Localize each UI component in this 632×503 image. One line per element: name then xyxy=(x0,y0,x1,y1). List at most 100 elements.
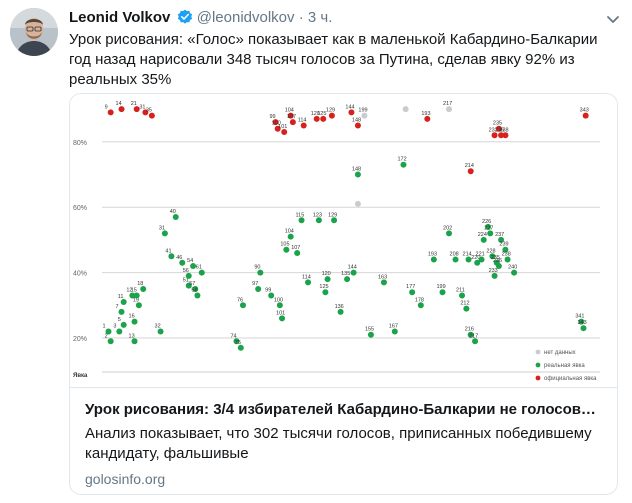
data-label: 163 xyxy=(378,274,387,280)
data-label: 236 xyxy=(495,127,504,133)
data-point xyxy=(168,253,175,260)
data-label: 129 xyxy=(326,108,335,114)
data-label: 144 xyxy=(345,104,354,110)
data-point xyxy=(446,106,453,113)
data-point xyxy=(474,259,481,266)
data-point xyxy=(487,230,494,237)
data-point xyxy=(439,289,446,296)
data-label: 19 xyxy=(133,297,139,303)
data-point xyxy=(465,256,472,263)
data-label: 178 xyxy=(415,297,424,303)
data-label: 75 xyxy=(235,340,241,346)
data-label: 343 xyxy=(577,320,586,326)
data-point xyxy=(400,161,407,168)
data-label: 125 xyxy=(319,284,328,290)
data-label: 125 xyxy=(317,111,326,117)
data-label: 107 xyxy=(287,114,296,120)
data-label: 341 xyxy=(575,314,584,320)
data-point xyxy=(135,302,142,309)
data-point xyxy=(320,115,327,122)
tweet-timestamp[interactable]: 3 ч. xyxy=(307,9,333,26)
data-label: 58 xyxy=(191,287,197,293)
data-point xyxy=(107,109,114,116)
data-point xyxy=(322,289,329,296)
data-label: 212 xyxy=(460,301,469,307)
data-point xyxy=(129,292,136,299)
data-label: 217 xyxy=(469,333,478,339)
author-name[interactable]: Leonid Volkov xyxy=(69,9,171,26)
data-point xyxy=(287,112,294,119)
data-label: 61 xyxy=(196,265,202,271)
data-point xyxy=(133,292,140,299)
card-info: Урок рисования: 3/4 избирателей Кабардин… xyxy=(70,387,617,494)
data-point xyxy=(582,112,589,119)
legend-marker xyxy=(535,375,541,381)
data-point xyxy=(118,308,125,315)
data-label: 14 xyxy=(116,101,122,107)
data-point xyxy=(118,106,125,113)
data-point xyxy=(116,328,123,335)
data-label: 193 xyxy=(421,111,430,117)
data-label: 46 xyxy=(176,255,182,261)
data-label: 199 xyxy=(358,108,367,114)
data-label: 236 xyxy=(493,258,502,264)
data-point xyxy=(502,132,509,139)
data-label: 31 xyxy=(139,104,145,110)
data-label: 148 xyxy=(352,117,361,123)
data-point xyxy=(344,276,351,283)
data-label: 107 xyxy=(291,245,300,251)
data-point xyxy=(409,289,416,296)
data-label: 228 xyxy=(486,248,495,254)
time-separator: · xyxy=(298,9,304,26)
data-label: 7 xyxy=(116,304,119,310)
legend-marker xyxy=(535,362,541,368)
data-point xyxy=(328,112,335,119)
data-point xyxy=(157,328,164,335)
data-label: 211 xyxy=(456,287,465,293)
data-label: 136 xyxy=(335,304,344,310)
data-label: 40 xyxy=(170,209,176,215)
author-handle[interactable]: @leonidvolkov xyxy=(196,9,295,26)
data-label: 235 xyxy=(493,121,502,127)
data-point xyxy=(194,292,201,299)
data-label: 237 xyxy=(495,232,504,238)
data-point xyxy=(578,318,585,325)
data-label: 238 xyxy=(502,252,511,258)
data-point xyxy=(380,279,387,286)
verified-badge-icon xyxy=(177,9,193,31)
data-label: 90 xyxy=(254,265,260,271)
data-label: 101 xyxy=(278,124,287,130)
data-label: 115 xyxy=(296,212,305,218)
data-point xyxy=(467,168,474,175)
chevron-down-icon[interactable] xyxy=(606,12,620,30)
data-point xyxy=(287,233,294,240)
data-label: 120 xyxy=(311,111,320,117)
data-point xyxy=(233,338,240,345)
data-point xyxy=(274,125,281,132)
data-point xyxy=(354,171,361,178)
data-point xyxy=(131,338,138,345)
avatar[interactable] xyxy=(10,8,58,56)
data-label: 1 xyxy=(103,323,106,329)
data-label: 238 xyxy=(499,127,508,133)
data-point xyxy=(142,109,149,116)
link-card[interactable]: 20% 40% 60% 80% Явка 1 2 3 5 7 11 12 13 16 18 19 15 32 31 4… xyxy=(69,93,618,495)
data-point xyxy=(185,282,192,289)
data-label: 3 xyxy=(113,323,116,329)
legend-label: реальная явка xyxy=(544,363,585,369)
data-label: 114 xyxy=(298,117,307,123)
data-point xyxy=(580,325,587,332)
data-label: 193 xyxy=(428,252,437,258)
data-label: 5 xyxy=(118,317,121,323)
data-label: 220 xyxy=(471,255,480,261)
data-label: 76 xyxy=(237,297,243,303)
data-label: 18 xyxy=(137,281,143,287)
legend-marker xyxy=(535,349,541,355)
data-point xyxy=(491,132,498,139)
card-image: 20% 40% 60% 80% Явка 1 2 3 5 7 11 12 13 16 18 19 15 32 31 4… xyxy=(70,94,617,387)
data-point xyxy=(315,217,322,224)
data-point xyxy=(452,256,459,263)
data-label: 120 xyxy=(322,271,331,277)
data-label: 239 xyxy=(499,242,508,248)
data-point xyxy=(255,285,262,292)
